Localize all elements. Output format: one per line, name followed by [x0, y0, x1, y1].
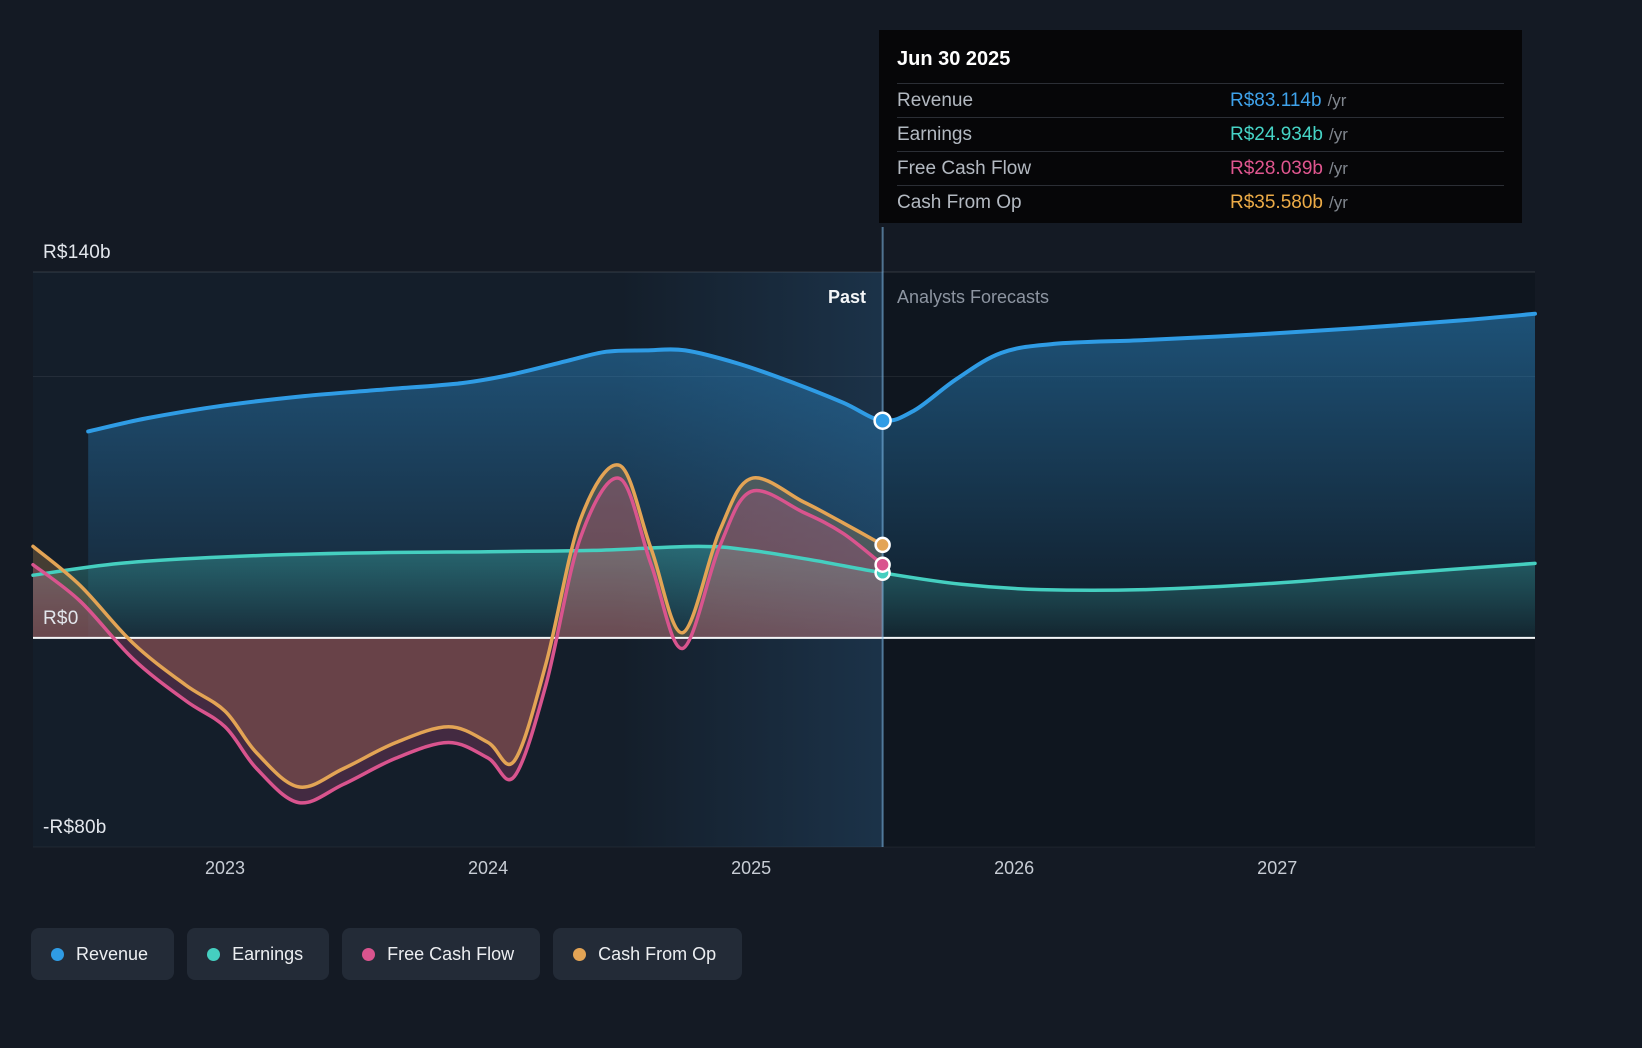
tooltip-value: R$35.580b	[1230, 191, 1323, 213]
legend-dot	[362, 947, 376, 961]
tooltip-value-wrap: R$35.580b /yr	[1230, 192, 1504, 214]
legend-item-free-cash-flow[interactable]: Free Cash Flow	[342, 928, 541, 980]
legend-label: Earnings	[232, 943, 304, 964]
tooltip-value: R$83.114b	[1230, 89, 1322, 111]
tooltip-date: Jun 30 2025	[897, 48, 1011, 70]
tooltip-value-wrap: R$28.039b /yr	[1230, 158, 1504, 180]
legend: Revenue Earnings Free Cash Flow Cash From O…	[31, 928, 743, 980]
tooltip-suffix: /yr	[1327, 90, 1347, 110]
tooltip-label: Earnings	[897, 123, 972, 145]
revenue-marker[interactable]	[873, 411, 892, 430]
legend-label: Cash From Op	[598, 943, 717, 964]
cash-from-op-area	[33, 464, 883, 788]
tooltip-suffix: /yr	[1328, 192, 1348, 212]
tooltip-row-earnings: Earnings R$24.934b /yr	[897, 117, 1504, 151]
legend-item-earnings[interactable]: Earnings	[187, 928, 330, 980]
tooltip-value: R$28.039b	[1230, 157, 1323, 179]
x-axis-label-2025: 2025	[731, 858, 772, 878]
legend-label: Revenue	[76, 943, 149, 964]
tooltip-value-wrap: R$24.934b /yr	[1230, 124, 1504, 146]
legend-item-cash-from-op[interactable]: Cash From Op	[553, 928, 743, 980]
tooltip-label: Revenue	[897, 89, 974, 111]
tooltip-value-wrap: R$83.114b /yr	[1230, 90, 1504, 112]
legend-item-revenue[interactable]: Revenue	[31, 928, 175, 980]
legend-dot	[51, 947, 64, 961]
x-axis-label-2027: 2027	[1257, 858, 1298, 878]
tooltip-label: Cash From Op	[897, 191, 1022, 213]
tooltip-row-cash-from-op: Cash From Op R$35.580b /yr	[897, 185, 1504, 219]
x-axis-label-2024: 2024	[468, 858, 509, 878]
legend-dot	[207, 947, 221, 961]
tooltip-row-revenue: Revenue R$83.114b /yr	[897, 83, 1504, 117]
x-axis-label-2026: 2026	[994, 858, 1035, 878]
tooltip-suffix: /yr	[1328, 124, 1348, 144]
revenue-line	[86, 311, 1537, 434]
past-label: Past	[827, 287, 866, 307]
earnings-area	[33, 546, 1535, 638]
y-axis-label--80: -R$80b	[43, 817, 107, 838]
free-cash-flow-marker[interactable]	[874, 556, 891, 573]
x-axis-label-2023: 2023	[204, 858, 246, 878]
cash-from-op-marker[interactable]	[874, 536, 891, 554]
earnings-line	[31, 544, 1537, 593]
y-axis-label-140: R$140b	[43, 242, 111, 263]
free-cash-flow-line	[31, 476, 885, 805]
tooltip-value: R$24.934b	[1230, 123, 1323, 145]
free-cash-flow-area	[33, 478, 883, 803]
tooltip-suffix: /yr	[1328, 158, 1348, 178]
legend-dot	[573, 947, 587, 961]
y-axis-label-0: R$0	[43, 607, 79, 629]
tooltip: Jun 30 2025 Revenue R$83.114b /yr Earnin…	[879, 30, 1522, 223]
cash-from-op-line	[31, 463, 885, 789]
tooltip-row-free-cash-flow: Free Cash Flow R$28.039b /yr	[897, 151, 1504, 185]
tooltip-label: Free Cash Flow	[897, 157, 1032, 179]
forecast-label: Analysts Forecasts	[897, 287, 1050, 307]
legend-label: Free Cash Flow	[387, 943, 515, 964]
